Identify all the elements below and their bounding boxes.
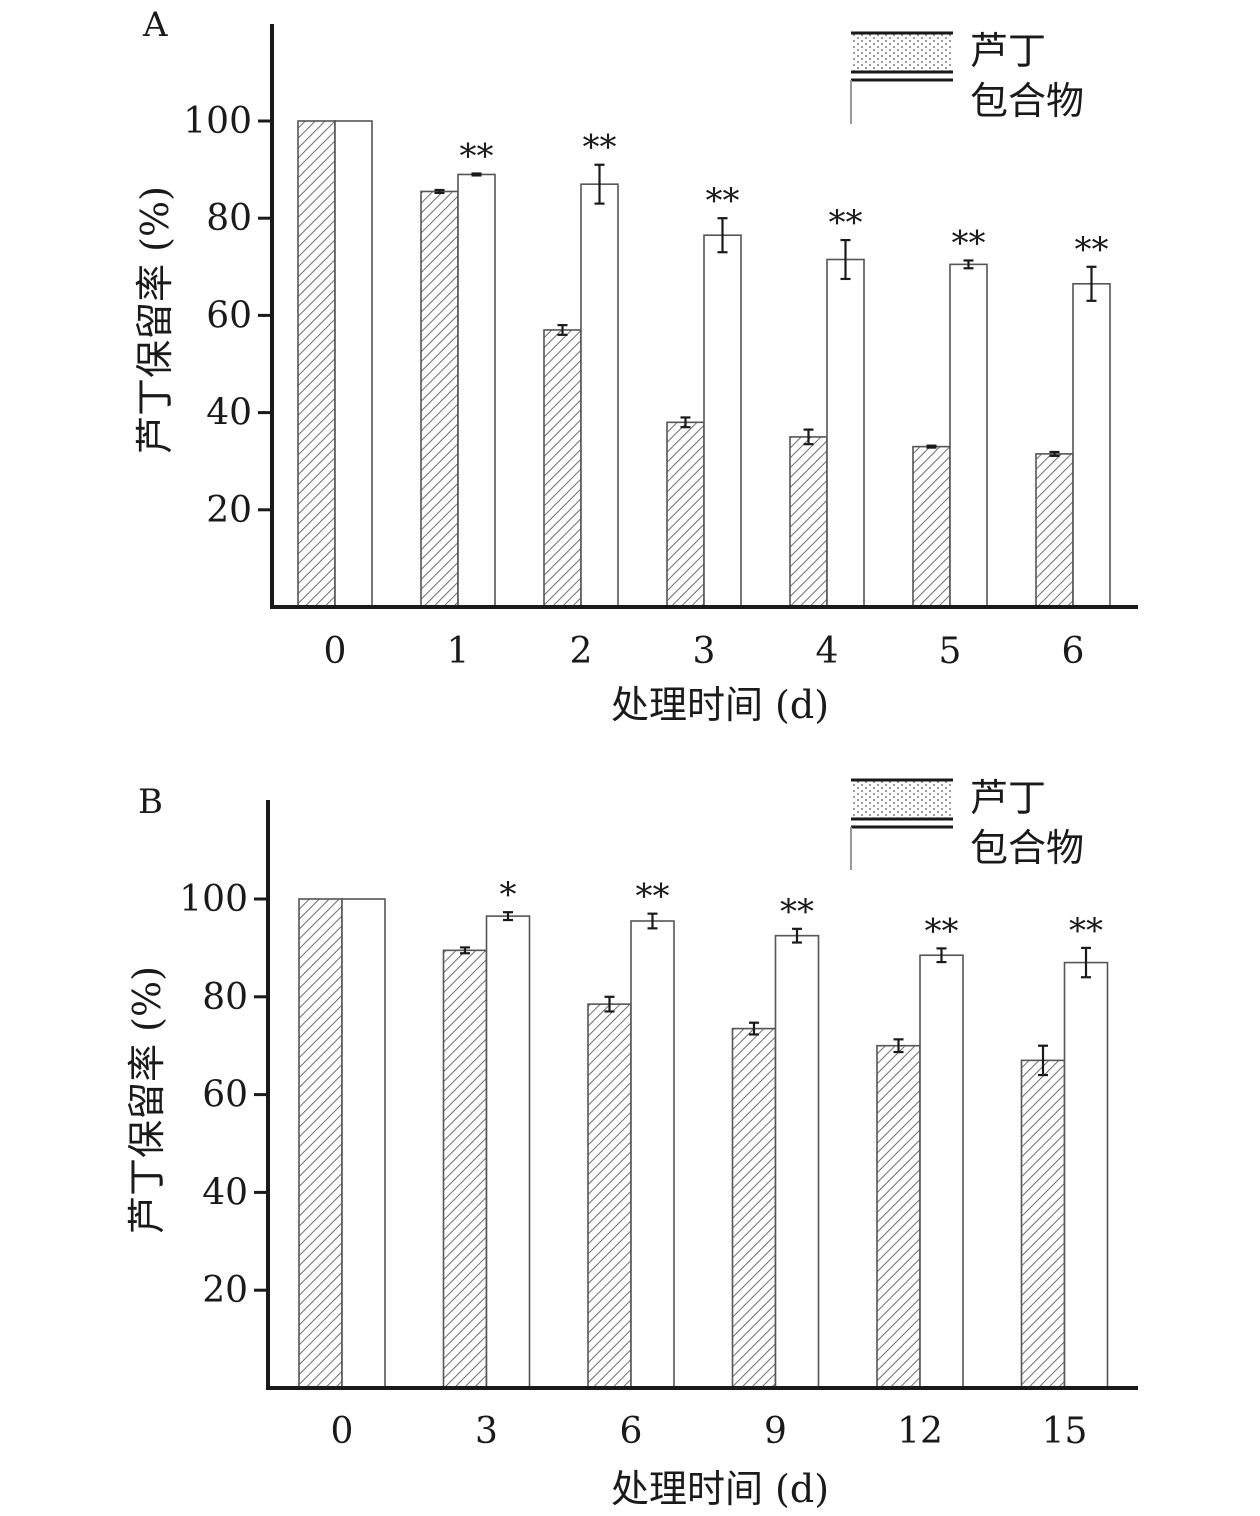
- x-tick-label: 5: [939, 631, 962, 672]
- x-tick-label: 2: [570, 631, 593, 672]
- significance-label: **: [952, 223, 986, 263]
- bar-rutin-9: [731, 1027, 777, 1389]
- bar-inclusion-15: [1063, 961, 1109, 1389]
- significance-label: **: [706, 181, 740, 221]
- significance-label: *: [500, 875, 517, 915]
- x-tick-label: 4: [816, 631, 839, 672]
- bar-rutin-2: [543, 329, 582, 608]
- y-tick-label: 80: [206, 198, 252, 239]
- x-tick-label: 3: [693, 631, 716, 672]
- legend: 芦丁 包合物: [850, 776, 1084, 870]
- y-axis-title: 芦丁保留率 (%): [125, 966, 169, 1234]
- x-tick-label: 1: [447, 631, 470, 672]
- legend-label-rutin: 芦丁: [970, 29, 1046, 73]
- significance-label: **: [780, 892, 814, 932]
- y-tick-label: 80: [202, 977, 248, 1018]
- y-tick-label: 20: [206, 490, 252, 531]
- y-tick-label: 20: [202, 1270, 248, 1311]
- y-tick-label: 60: [202, 1075, 248, 1116]
- bar-rutin-0: [297, 120, 336, 608]
- x-axis-title: 处理时间 (d): [611, 1467, 829, 1511]
- bar-inclusion-12: [919, 954, 964, 1389]
- chart-panel-a: A ** ** ** ** ** ** 0 1 2 3 4 5 6 20 40 60 80 100 处理时间 (…: [133, 5, 1138, 727]
- legend-swatch-rutin: [851, 33, 953, 71]
- panel-label: A: [142, 5, 168, 45]
- x-tick-label: 3: [475, 1411, 498, 1452]
- bar-inclusion-6: [630, 920, 675, 1389]
- x-axis-title: 处理时间 (d): [611, 683, 829, 727]
- y-tick-label: 100: [183, 101, 252, 142]
- legend-label-inclusion: 包合物: [970, 826, 1084, 870]
- bar-rutin-3: [442, 949, 488, 1389]
- bar-rutin-15: [1020, 1059, 1066, 1389]
- x-tick-label: 0: [331, 1411, 354, 1452]
- bar-rutin-12: [876, 1044, 921, 1389]
- bar-rutin-6: [1035, 453, 1074, 608]
- significance-label: **: [583, 128, 617, 168]
- y-tick-label: 40: [202, 1172, 248, 1213]
- bar-inclusion-0: [341, 898, 386, 1389]
- bar-rutin-6: [587, 1003, 632, 1389]
- bar-inclusion-3: [485, 915, 531, 1389]
- significance-label: **: [1069, 911, 1103, 951]
- bar-inclusion-6: [1072, 283, 1111, 608]
- bar-inclusion-3: [703, 234, 742, 608]
- panel-label: B: [138, 782, 163, 822]
- bar-inclusion-9: [774, 934, 820, 1389]
- significance-label: **: [925, 911, 959, 951]
- x-tick-label: 9: [764, 1411, 787, 1452]
- bar-rutin-1: [420, 190, 459, 608]
- legend-label-rutin: 芦丁: [970, 776, 1046, 820]
- y-tick-label: 60: [206, 295, 252, 336]
- y-tick-label: 100: [179, 879, 248, 920]
- bar-inclusion-5: [949, 263, 988, 608]
- bar-rutin-4: [789, 436, 828, 608]
- x-tick-label: 15: [1042, 1411, 1088, 1452]
- y-axis-title: 芦丁保留率 (%): [133, 186, 177, 454]
- legend-label-inclusion: 包合物: [970, 79, 1084, 123]
- x-tick-label: 12: [897, 1411, 943, 1452]
- significance-label: **: [460, 136, 494, 176]
- bar-rutin-3: [666, 421, 705, 608]
- x-tick-label: 6: [620, 1411, 643, 1452]
- x-tick-label: 0: [324, 631, 347, 672]
- significance-label: **: [636, 877, 670, 917]
- bar-rutin-5: [912, 445, 951, 608]
- bar-inclusion-2: [580, 183, 619, 608]
- bar-rutin-0: [298, 898, 343, 1389]
- legend-swatch-rutin: [851, 780, 953, 818]
- bar-inclusion-0: [334, 120, 373, 608]
- significance-label: **: [1075, 230, 1109, 270]
- legend: 芦丁 包合物: [850, 29, 1084, 124]
- significance-label: **: [829, 203, 863, 243]
- y-tick-label: 40: [206, 393, 252, 434]
- x-tick-label: 6: [1062, 631, 1085, 672]
- bar-inclusion-1: [457, 173, 496, 608]
- bar-inclusion-4: [826, 258, 865, 608]
